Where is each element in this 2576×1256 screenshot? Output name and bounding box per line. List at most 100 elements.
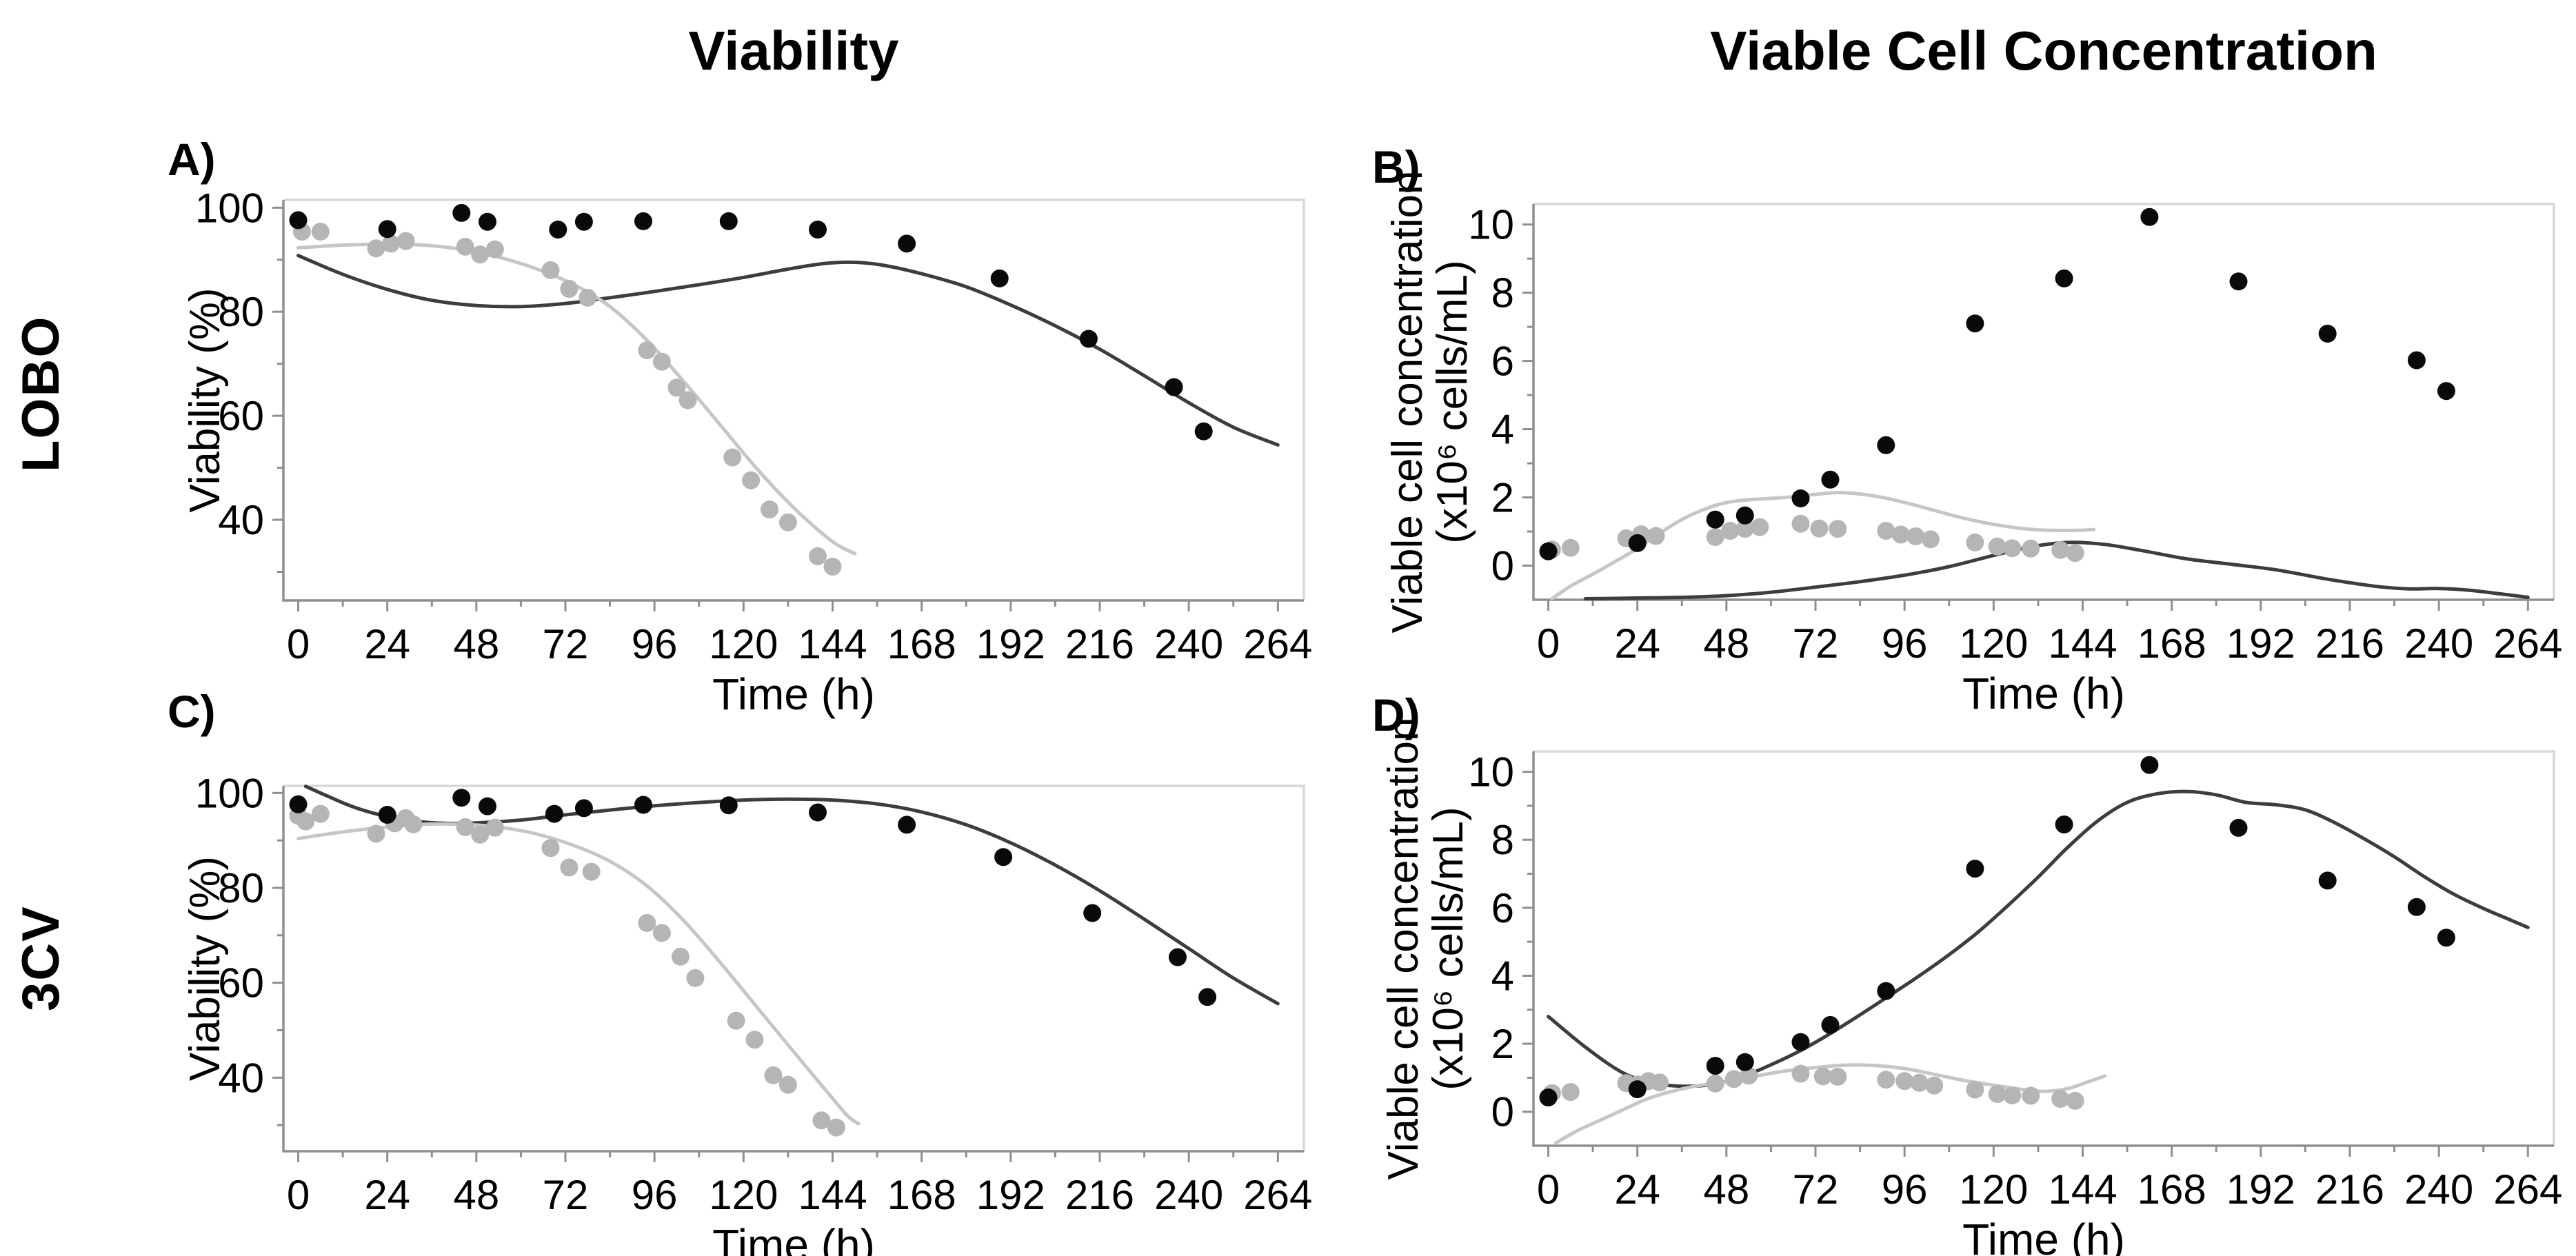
svg-text:96: 96 [1882, 620, 1928, 667]
svg-text:144: 144 [798, 621, 867, 667]
panel-label-d: D) [1372, 689, 1420, 740]
axis-lines [1532, 751, 2554, 1147]
svg-text:72: 72 [543, 1172, 589, 1218]
svg-text:2: 2 [1491, 475, 1514, 521]
y-axis-title-line-2: (x10⁶ cells/mL) [1429, 260, 1476, 543]
tick-labels: 0 24 48 72 96 120 144 168 192 216 240 264 40 60 80 100 [195, 770, 1312, 1218]
svg-text:168: 168 [2137, 1166, 2206, 1213]
y-axis-title-line-2: (x10⁶ cells/mL) [1425, 807, 1472, 1090]
panel-d-chart: 0 24 48 72 96 120 144 168 192 216 240 2640246810Tim… [1380, 718, 2562, 1256]
axis-ticks [1522, 771, 2529, 1157]
svg-text:264: 264 [2493, 620, 2562, 667]
y-axis-title: Viability (%) [181, 856, 229, 1081]
series-black-points [1539, 756, 2455, 1106]
series-black-points [1539, 207, 2455, 560]
svg-text:168: 168 [887, 1172, 956, 1218]
series-gray-points [289, 804, 845, 1137]
svg-text:60: 60 [218, 960, 264, 1006]
svg-text:24: 24 [1614, 1166, 1660, 1213]
plot-frame [1533, 750, 2555, 1146]
svg-text:168: 168 [887, 621, 956, 667]
svg-text:120: 120 [1959, 620, 2028, 667]
axis-lines [282, 786, 1304, 1153]
plot-frame [1533, 203, 2555, 600]
svg-text:100: 100 [195, 185, 264, 231]
svg-text:8: 8 [1491, 817, 1514, 863]
svg-text:48: 48 [1703, 620, 1749, 667]
svg-text:240: 240 [2404, 1166, 2473, 1213]
svg-text:216: 216 [1065, 1172, 1134, 1218]
axis-lines [1532, 204, 2554, 601]
y-axis-title-line-1: Viable cell concentration [1380, 718, 1427, 1180]
axis-ticks [272, 791, 1279, 1162]
svg-text:100: 100 [195, 770, 264, 816]
svg-text:0: 0 [287, 1172, 310, 1218]
x-axis-title: Time (h) [712, 669, 875, 719]
svg-text:48: 48 [453, 621, 499, 667]
svg-text:0: 0 [1537, 620, 1560, 667]
series-black-points [289, 789, 1217, 1006]
svg-text:120: 120 [709, 1172, 778, 1218]
panel-label-b: B) [1372, 141, 1420, 192]
svg-text:120: 120 [1959, 1166, 2028, 1213]
svg-text:240: 240 [1154, 621, 1223, 667]
series-black-fit-line [1583, 540, 2530, 600]
svg-text:240: 240 [2404, 620, 2473, 667]
tick-labels: 0 24 48 72 96 120 144 168 192 216 240 264 40 60 80 100 [195, 185, 1312, 667]
svg-text:48: 48 [1703, 1166, 1749, 1213]
svg-text:216: 216 [2315, 620, 2384, 667]
panel-a-chart: 0 24 48 72 96 120 144 168 192 216 240 264 40 60 80 100 T… [181, 185, 1312, 719]
svg-text:60: 60 [218, 393, 264, 439]
svg-text:192: 192 [2226, 1166, 2295, 1213]
svg-text:10: 10 [1468, 749, 1514, 796]
svg-text:168: 168 [2137, 620, 2206, 667]
panel-label-c: C) [168, 686, 216, 737]
svg-text:264: 264 [1243, 1172, 1312, 1218]
svg-text:0: 0 [287, 621, 310, 667]
svg-text:4: 4 [1491, 407, 1514, 453]
svg-text:24: 24 [1614, 620, 1660, 667]
svg-text:192: 192 [976, 1172, 1045, 1218]
svg-text:6: 6 [1491, 885, 1514, 931]
svg-text:96: 96 [632, 621, 678, 667]
series-gray-points [292, 223, 842, 576]
axis-lines [282, 200, 1304, 602]
svg-text:48: 48 [453, 1172, 499, 1218]
series-black-points [289, 203, 1213, 440]
svg-text:2: 2 [1491, 1021, 1514, 1067]
svg-text:192: 192 [2226, 620, 2295, 667]
svg-text:72: 72 [1793, 1166, 1839, 1213]
svg-text:24: 24 [364, 1172, 410, 1218]
series-gray-points [1542, 514, 2084, 563]
svg-text:72: 72 [543, 621, 589, 667]
series-black-fit-line [303, 784, 1280, 1006]
svg-text:0: 0 [1537, 1166, 1560, 1213]
y-axis-title-line-1: Viable cell concentration [1384, 171, 1431, 634]
svg-text:10: 10 [1468, 202, 1514, 248]
svg-text:8: 8 [1491, 270, 1514, 316]
series-black-fit-line [296, 254, 1280, 447]
svg-text:80: 80 [218, 865, 264, 911]
svg-text:96: 96 [632, 1172, 678, 1218]
svg-text:120: 120 [709, 621, 778, 667]
svg-text:144: 144 [2048, 620, 2117, 667]
x-axis-title: Time (h) [1962, 669, 2125, 718]
svg-text:264: 264 [2493, 1166, 2562, 1213]
panel-label-a: A) [168, 134, 216, 185]
y-axis-title: Viability (%) [181, 287, 229, 512]
panel-b-chart: 0 24 48 72 96 120 144 168 192 216 240 2640246810Tim… [1384, 171, 2562, 718]
svg-text:24: 24 [364, 621, 410, 667]
svg-text:144: 144 [2048, 1166, 2117, 1213]
series-black-fit-line [1547, 789, 2530, 1088]
svg-text:40: 40 [218, 1055, 264, 1101]
svg-text:96: 96 [1882, 1166, 1928, 1213]
svg-text:4: 4 [1491, 953, 1514, 999]
svg-text:80: 80 [218, 289, 264, 335]
series-gray-points [1542, 1064, 2084, 1110]
column-title-viability: Viability [688, 20, 899, 81]
svg-text:216: 216 [1065, 621, 1134, 667]
